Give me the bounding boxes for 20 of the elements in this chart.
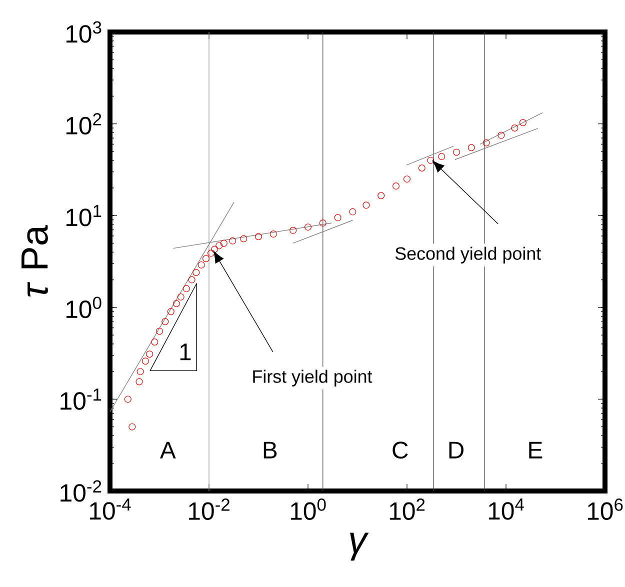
annotation: A xyxy=(160,442,176,458)
y-tick-label: 10$^{3}$ xyxy=(66,21,102,43)
y-tick-label: 10$^{0}$ xyxy=(66,296,102,318)
annotation: C xyxy=(392,442,408,459)
x-tick-label: 10$^{2}$ xyxy=(390,498,425,520)
annotation: 1 xyxy=(180,344,191,360)
y-tick-label: 10$^{1}$ xyxy=(66,204,102,226)
x-tick-label: 10$^{-2}$ xyxy=(189,498,230,520)
y-axis-title: τ Pa xyxy=(22,225,48,297)
x-tick-label: 10$^{4}$ xyxy=(488,498,524,520)
y-tick-label: 10$^{2}$ xyxy=(66,113,102,135)
annotation: E xyxy=(529,442,542,458)
x-tick-label: 10$^{0}$ xyxy=(290,498,326,520)
annotation: D xyxy=(449,442,464,458)
annotation: First yield point xyxy=(253,370,372,386)
y-tick-label: 10$^{-1}$ xyxy=(60,388,102,410)
annotation: B xyxy=(264,442,277,458)
annotation: Second yield point xyxy=(395,246,542,264)
x-axis-title: γ xyxy=(350,532,369,561)
x-tick-label: 10$^{6}$ xyxy=(588,498,623,520)
